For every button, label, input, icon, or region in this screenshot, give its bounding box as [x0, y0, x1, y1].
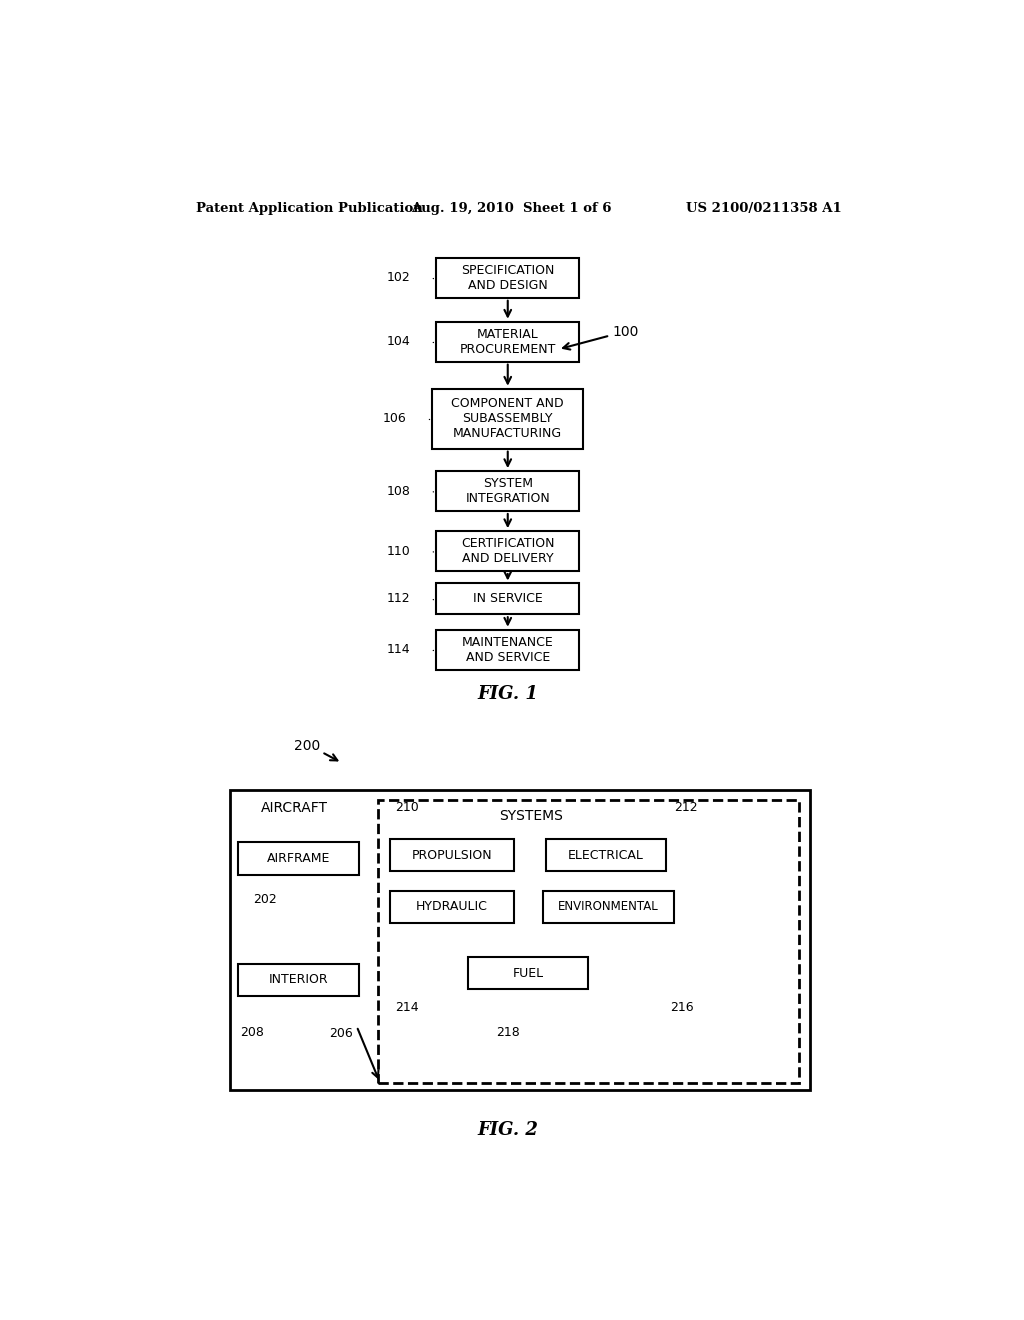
- FancyBboxPatch shape: [468, 957, 588, 989]
- FancyBboxPatch shape: [436, 471, 580, 511]
- Text: FIG. 1: FIG. 1: [477, 685, 539, 702]
- FancyBboxPatch shape: [544, 891, 674, 923]
- Text: 112: 112: [387, 593, 411, 606]
- Text: AIRCRAFT: AIRCRAFT: [261, 800, 328, 814]
- Text: FUEL: FUEL: [512, 966, 544, 979]
- FancyBboxPatch shape: [436, 630, 580, 669]
- Text: 214: 214: [395, 1001, 419, 1014]
- Text: AIRFRAME: AIRFRAME: [267, 851, 330, 865]
- Text: ELECTRICAL: ELECTRICAL: [568, 849, 644, 862]
- Text: 108: 108: [387, 484, 411, 498]
- Text: SYSTEMS: SYSTEMS: [499, 809, 563, 822]
- Text: MAINTENANCE
AND SERVICE: MAINTENANCE AND SERVICE: [462, 636, 554, 664]
- Text: 114: 114: [387, 643, 411, 656]
- Text: Aug. 19, 2010  Sheet 1 of 6: Aug. 19, 2010 Sheet 1 of 6: [411, 202, 611, 215]
- Text: CERTIFICATION
AND DELIVERY: CERTIFICATION AND DELIVERY: [461, 537, 555, 565]
- FancyBboxPatch shape: [436, 531, 580, 572]
- Text: US 2100/0211358 A1: US 2100/0211358 A1: [686, 202, 842, 215]
- FancyBboxPatch shape: [436, 583, 580, 614]
- FancyBboxPatch shape: [239, 842, 358, 875]
- Text: 202: 202: [254, 894, 278, 907]
- FancyBboxPatch shape: [436, 257, 580, 298]
- FancyBboxPatch shape: [239, 964, 358, 997]
- Text: 100: 100: [612, 325, 639, 339]
- Text: 218: 218: [496, 1026, 519, 1039]
- Text: 102: 102: [387, 271, 411, 284]
- FancyBboxPatch shape: [546, 840, 667, 871]
- Text: 110: 110: [387, 545, 411, 557]
- Text: COMPONENT AND
SUBASSEMBLY
MANUFACTURING: COMPONENT AND SUBASSEMBLY MANUFACTURING: [452, 397, 564, 440]
- Text: FIG. 2: FIG. 2: [477, 1121, 539, 1139]
- Text: 216: 216: [671, 1001, 694, 1014]
- Text: INTERIOR: INTERIOR: [268, 973, 329, 986]
- FancyBboxPatch shape: [230, 789, 810, 1090]
- Text: PROPULSION: PROPULSION: [412, 849, 493, 862]
- FancyBboxPatch shape: [378, 800, 799, 1084]
- FancyBboxPatch shape: [436, 322, 580, 362]
- Text: 106: 106: [383, 412, 407, 425]
- FancyBboxPatch shape: [390, 840, 514, 871]
- Text: ENVIRONMENTAL: ENVIRONMENTAL: [558, 900, 658, 913]
- Text: 200: 200: [294, 739, 321, 752]
- Text: HYDRAULIC: HYDRAULIC: [416, 900, 487, 913]
- Text: 104: 104: [387, 335, 411, 348]
- Text: 210: 210: [395, 801, 419, 814]
- Text: 206: 206: [329, 1027, 352, 1040]
- Text: Patent Application Publication: Patent Application Publication: [197, 202, 423, 215]
- Text: 208: 208: [241, 1026, 264, 1039]
- Text: IN SERVICE: IN SERVICE: [473, 593, 543, 606]
- Text: SPECIFICATION
AND DESIGN: SPECIFICATION AND DESIGN: [461, 264, 554, 292]
- FancyBboxPatch shape: [432, 388, 584, 449]
- Text: MATERIAL
PROCUREMENT: MATERIAL PROCUREMENT: [460, 327, 556, 355]
- Text: 212: 212: [675, 801, 698, 814]
- Text: SYSTEM
INTEGRATION: SYSTEM INTEGRATION: [465, 477, 550, 506]
- FancyBboxPatch shape: [390, 891, 514, 923]
